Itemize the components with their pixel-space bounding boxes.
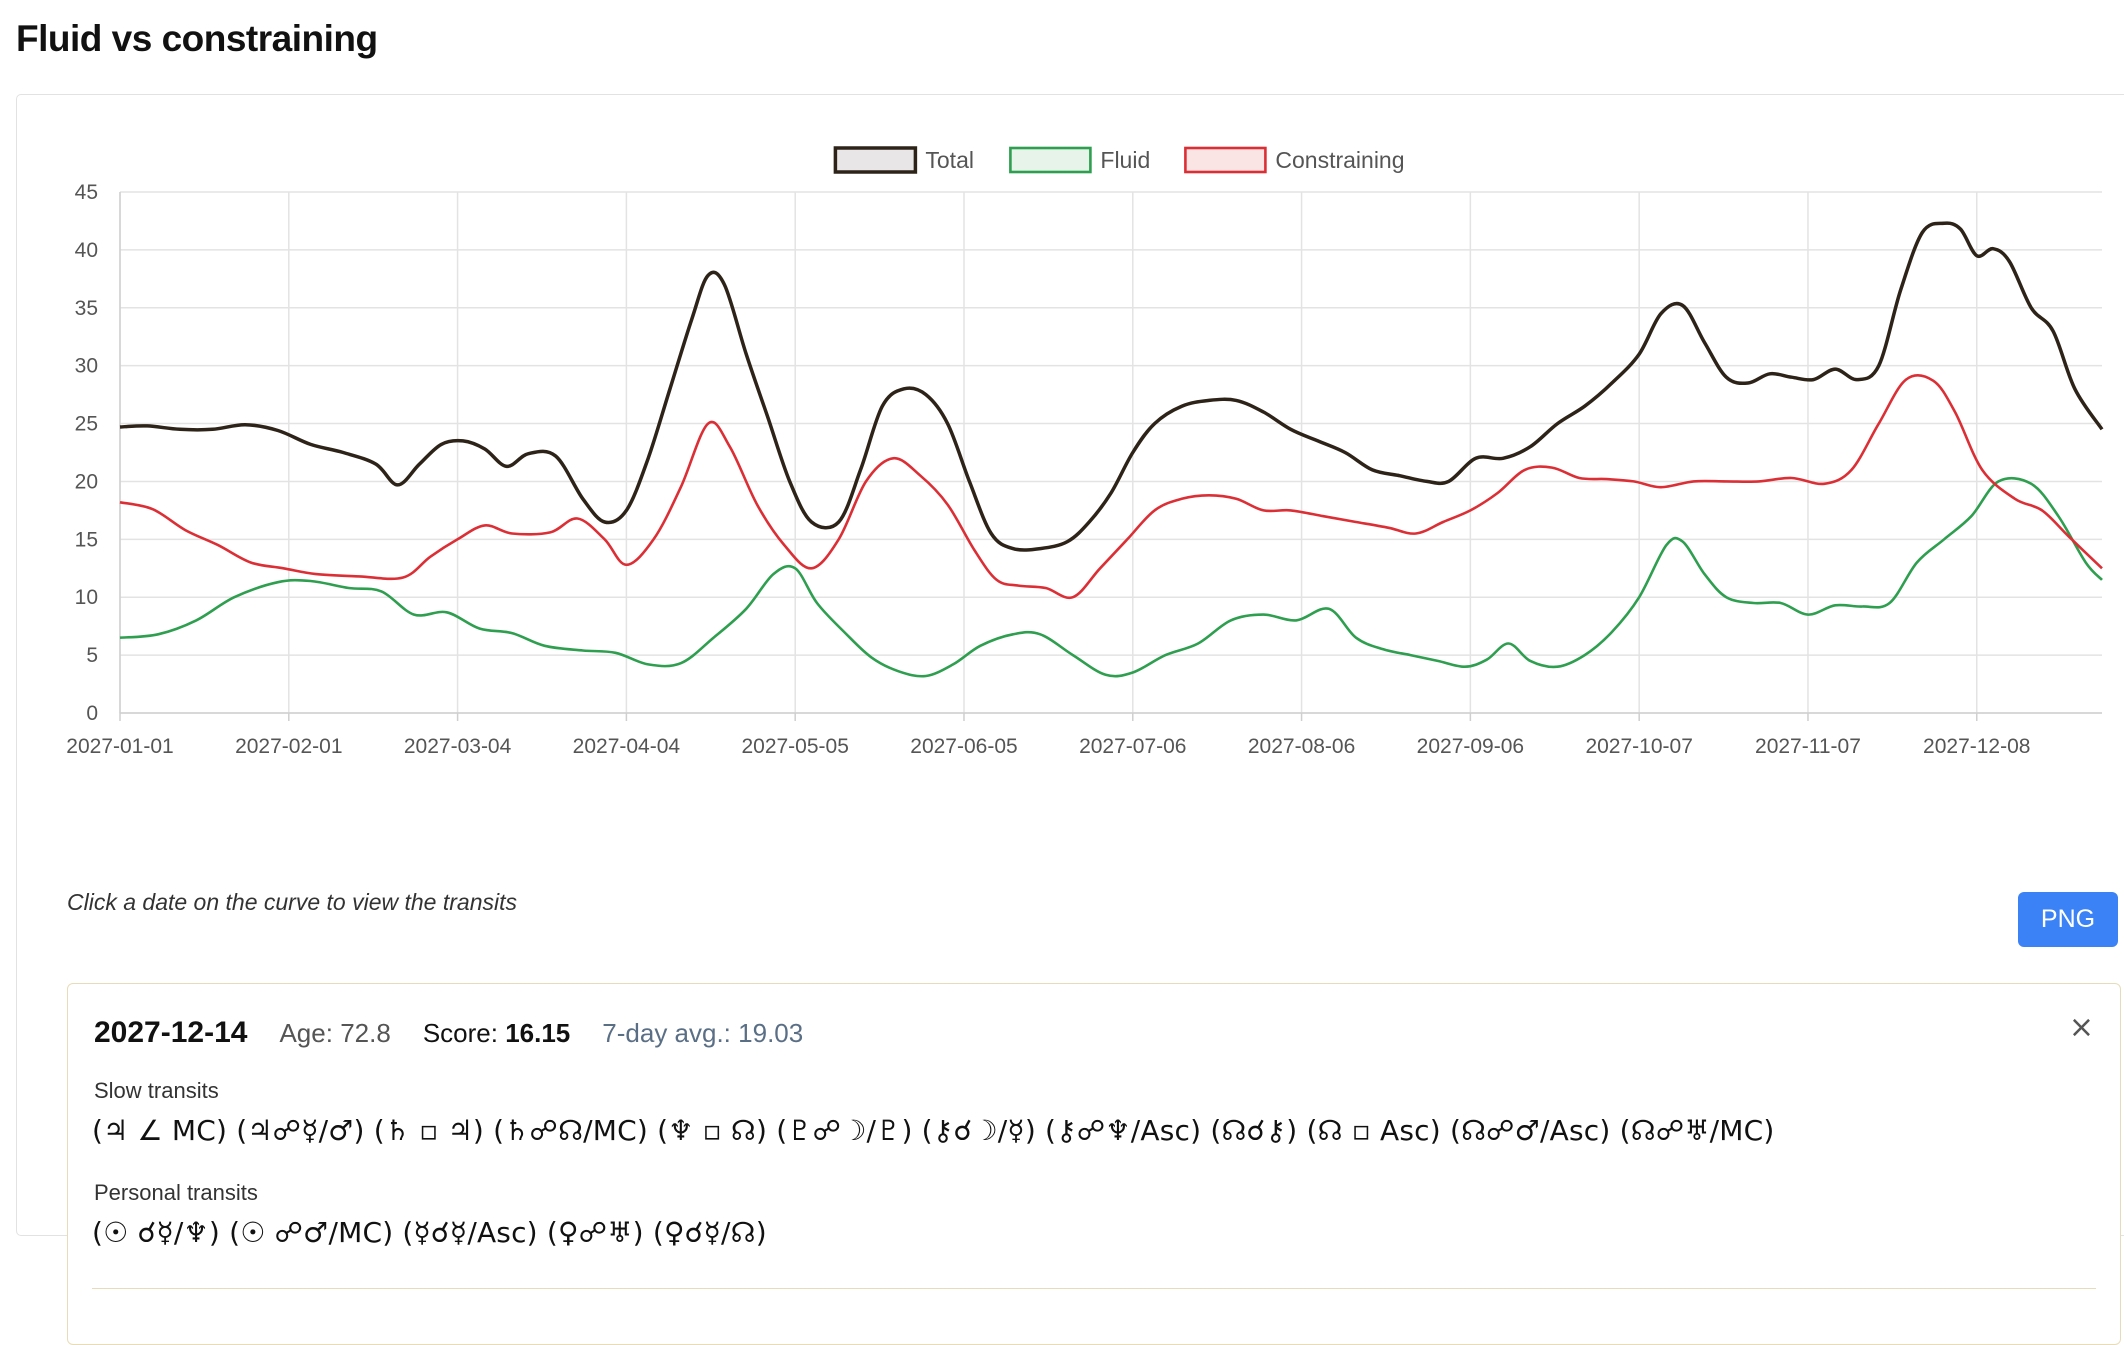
legend-swatch-constraining <box>1184 146 1267 174</box>
y-tick-label: 25 <box>75 413 98 436</box>
x-tick-label: 2027-02-01 <box>235 735 342 758</box>
legend-swatch-fluid <box>1009 146 1092 174</box>
detail-age: Age: 72.8 <box>279 1018 390 1049</box>
x-tick-label: 2027-01-01 <box>66 735 173 758</box>
x-tick-label: 2027-12-08 <box>1923 735 2030 758</box>
legend-label-total: Total <box>925 147 974 173</box>
x-tick-label: 2027-11-07 <box>1755 735 1861 758</box>
y-tick-label: 30 <box>75 355 98 378</box>
avg-value: 19.03 <box>738 1018 804 1048</box>
y-tick-label: 10 <box>75 586 98 609</box>
y-tick-label: 5 <box>86 644 98 667</box>
score-label: Score: <box>422 1018 498 1048</box>
x-tick-label: 2027-09-06 <box>1417 735 1524 758</box>
slow-transits-label: Slow transits <box>94 1078 219 1103</box>
slow-transits-list: (♃ ∠ MC) (♃☍☿/♂) (♄ ▫ ♃) (♄☍☊/MC) (♆ ▫ ☊… <box>92 1114 1775 1147</box>
x-tick-label: 2027-05-05 <box>741 735 848 758</box>
x-tick-label: 2027-03-04 <box>404 735 512 758</box>
detail-date: 2027-12-14 <box>94 1016 248 1049</box>
personal-transits-label: Personal transits <box>94 1180 258 1205</box>
series-line-total[interactable] <box>119 221 2104 552</box>
x-tick-label: 2027-06-05 <box>910 735 1017 758</box>
chart-card: 0 5 10 15 20 25 30 35 40 45 2027-01-01 2027-02-01 20… <box>16 94 2124 1345</box>
x-tick-label: 2027-07-06 <box>1079 735 1186 758</box>
legend-label-fluid: Fluid <box>1100 147 1150 173</box>
y-tick-label: 15 <box>75 528 98 551</box>
chart-hint: Click a date on the curve to view the tr… <box>67 889 517 915</box>
y-tick-label: 40 <box>75 239 98 262</box>
score-value: 16.15 <box>505 1018 571 1048</box>
legend-label-constraining: Constraining <box>1275 147 1404 173</box>
x-tick-label: 2027-04-04 <box>573 735 681 758</box>
detail-avg: 7-day avg.: 19.03 <box>602 1018 803 1049</box>
x-tick-label: 2027-08-06 <box>1248 735 1355 758</box>
y-tick-label: 45 <box>75 181 98 204</box>
line-chart[interactable]: 0 5 10 15 20 25 30 35 40 45 2027-01-01 2027-02-01 20… <box>17 95 2124 895</box>
page-title: Fluid vs constraining <box>16 18 378 59</box>
series-line-constraining[interactable] <box>119 374 2103 600</box>
detail-score: Score: 16.15 <box>423 1018 570 1049</box>
y-tick-label: 0 <box>86 702 98 725</box>
detail-divider <box>92 1288 2096 1289</box>
personal-transits-list: (☉ ☌☿/♆) (☉ ☍♂/MC) (☿☌☿/Asc) (♀☍♅) (♀☌☿/… <box>92 1216 767 1249</box>
age-label: Age: <box>279 1018 333 1048</box>
close-icon[interactable]: × <box>2068 1010 2094 1045</box>
avg-label: 7-day avg.: <box>602 1018 731 1048</box>
age-value: 72.8 <box>340 1018 391 1048</box>
y-tick-label: 35 <box>75 297 98 320</box>
detail-header: 2027-12-14 Age: 72.8 Score: 16.15 7-day … <box>94 1016 803 1050</box>
transit-detail-panel: 2027-12-14 Age: 72.8 Score: 16.15 7-day … <box>67 983 2121 1345</box>
x-tick-label: 2027-10-07 <box>1585 735 1692 758</box>
png-export-button[interactable]: PNG <box>2018 892 2118 947</box>
legend-swatch-total <box>833 146 918 174</box>
series-line-fluid[interactable] <box>119 476 2103 678</box>
y-tick-label: 20 <box>75 470 98 493</box>
